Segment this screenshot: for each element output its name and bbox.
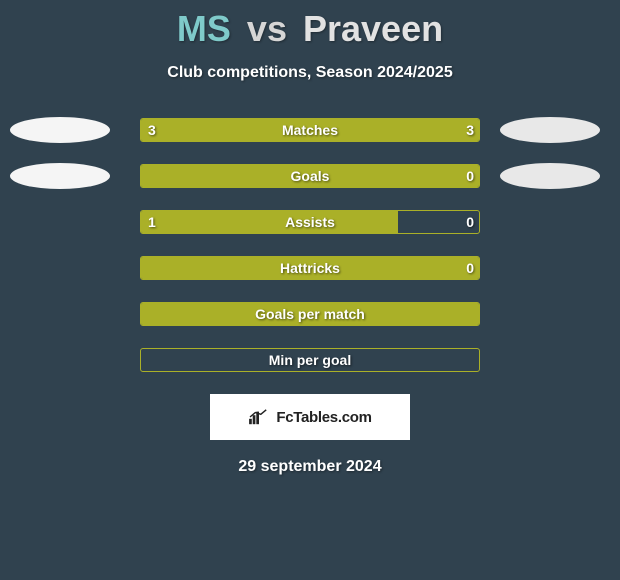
brand-box: FcTables.com [210,394,410,440]
player2-badge [500,163,600,189]
stat-row: Matches33 [0,118,620,142]
page-title: MS vs Praveen [0,0,620,50]
subtitle: Club competitions, Season 2024/2025 [0,64,620,82]
player1-badge [10,117,110,143]
comparison-chart: Matches33 Goals0 Assists10 Hattricks0 Goals … [0,118,620,372]
stat-bar-fill-right [310,119,479,141]
stat-row: Hattricks0 [0,256,620,280]
stat-bar-track [140,302,480,326]
brand-text: FcTables.com [276,409,371,426]
stat-bar-track [140,348,480,372]
player1-name: MS [177,8,231,49]
stat-row: Goals per match [0,302,620,326]
player1-badge [10,163,110,189]
stat-bar-track [140,210,480,234]
stat-row: Goals0 [0,164,620,188]
fctables-logo-icon [248,408,270,426]
date-label: 29 september 2024 [0,458,620,476]
stat-bar-track [140,256,480,280]
stat-bar-fill-left [141,165,479,187]
stat-bar-track [140,164,480,188]
stat-bar-track [140,118,480,142]
stat-row: Min per goal [0,348,620,372]
stat-bar-fill-left [141,257,479,279]
player2-name: Praveen [303,8,443,49]
stat-bar-fill-left [141,119,310,141]
player2-badge [500,117,600,143]
vs-text: vs [247,8,287,49]
stat-bar-fill-left [141,303,479,325]
stat-row: Assists10 [0,210,620,234]
stat-bar-fill-left [141,211,398,233]
